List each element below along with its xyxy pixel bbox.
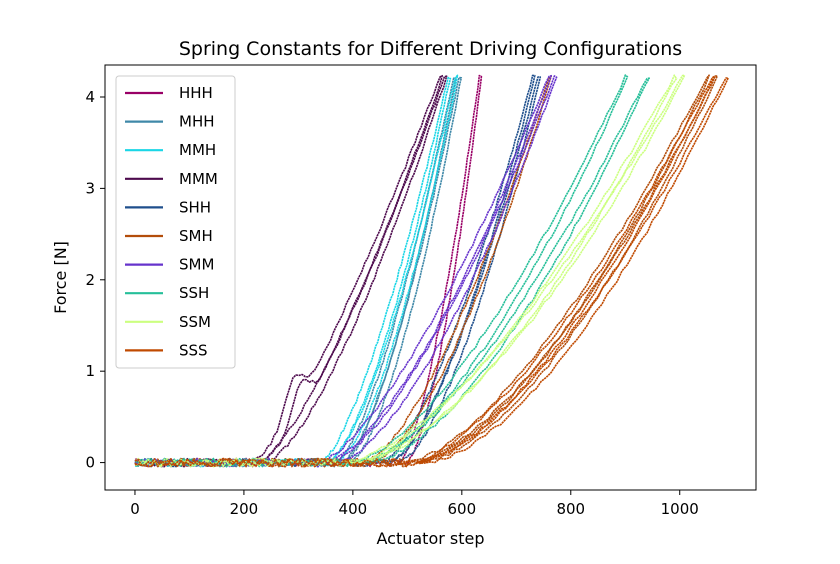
legend-label: SHH — [179, 198, 211, 216]
x-tick-label: 200 — [230, 500, 259, 518]
series-line — [134, 77, 650, 468]
x-tick-label: 0 — [130, 500, 140, 518]
plot-lines — [134, 74, 729, 468]
x-tick-label: 600 — [448, 500, 477, 518]
series-line — [134, 75, 716, 468]
x-axis-label: Actuator step — [376, 529, 484, 548]
axes-frame — [104, 64, 757, 491]
legend-label: SMM — [179, 256, 214, 274]
legend-label: MMM — [179, 170, 218, 188]
legend-box — [115, 75, 236, 369]
series-ssh — [134, 74, 650, 468]
chart-title: Spring Constants for Different Driving C… — [179, 38, 682, 60]
legend-label: SSM — [179, 313, 211, 331]
y-tick-label: 2 — [85, 271, 95, 289]
series-line — [134, 74, 710, 468]
x-tick-label: 400 — [339, 500, 368, 518]
x-axis-ticks: 0 200 400 600 800 1000 — [130, 490, 699, 518]
series-line — [134, 77, 457, 468]
series-line — [134, 74, 686, 468]
legend: HHH MHH MMH MMM SHH SMH SMM SSH SSM SSS — [115, 75, 236, 369]
series-line — [134, 76, 542, 468]
y-tick-label: 4 — [85, 88, 95, 106]
series-sss — [134, 75, 729, 468]
y-axis-label: Force [N] — [51, 241, 70, 314]
legend-label: SSH — [179, 284, 209, 302]
y-tick-label: 3 — [85, 179, 95, 197]
legend-label: HHH — [179, 84, 213, 102]
legend-label: MHH — [179, 113, 215, 131]
y-tick-label: 1 — [85, 362, 95, 380]
legend-label: MMH — [179, 141, 216, 159]
series-line — [134, 74, 629, 468]
legend-label: SMH — [179, 227, 213, 245]
legend-label: SSS — [179, 341, 208, 359]
x-tick-label: 1000 — [661, 500, 699, 518]
y-tick-label: 0 — [85, 454, 95, 472]
series-line — [134, 77, 729, 468]
y-axis-ticks: 0 1 2 3 4 — [85, 88, 105, 472]
x-tick-label: 800 — [556, 500, 585, 518]
